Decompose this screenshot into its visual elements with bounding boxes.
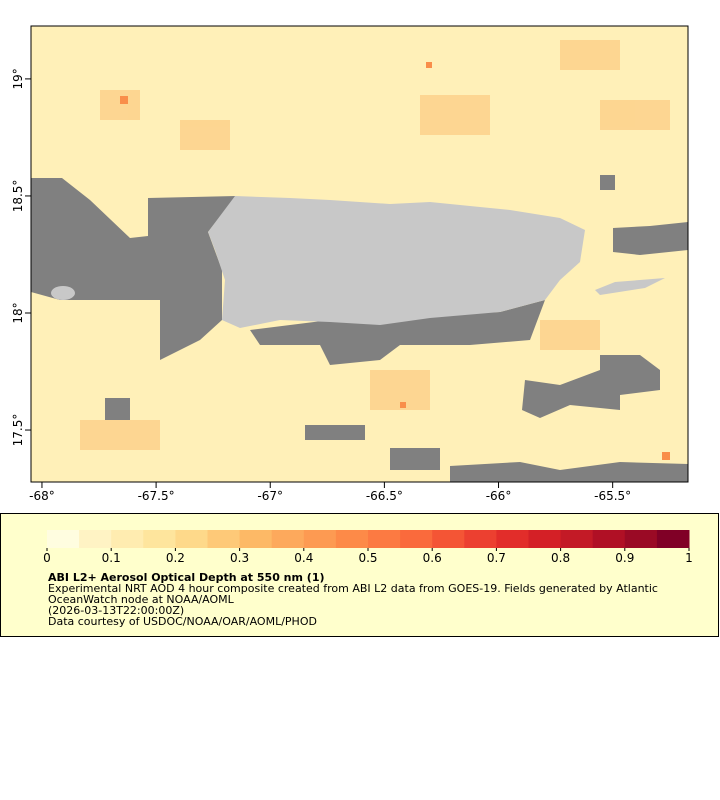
colorbar-tick-label: 0.5 xyxy=(358,551,377,565)
x-tick-label: -67.5° xyxy=(138,489,175,503)
y-tick-label: 18.5° xyxy=(11,180,25,213)
colorbar-swatch xyxy=(335,530,369,548)
caption-title: ABI L2+ Aerosol Optical Depth at 550 nm … xyxy=(48,571,325,584)
colorbar-tick-label: 0.9 xyxy=(615,551,634,565)
axes: -68° -67.5° -67° -66.5° -66° -65.5° 17.5° 18° 18… xyxy=(11,68,631,503)
colorbar-swatch xyxy=(560,530,594,548)
caption-line: OceanWatch node at NOAA/AOML xyxy=(48,593,235,606)
no-data-mask xyxy=(31,175,688,482)
caption-lines: Experimental NRT AOD 4 hour composite cr… xyxy=(48,582,658,628)
x-tick-label: -66.5° xyxy=(366,489,403,503)
colorbar-tick-label: 0.8 xyxy=(551,551,570,565)
colorbar-tick-label: 0.1 xyxy=(102,551,121,565)
colorbar-tick-label: 0 xyxy=(43,551,51,565)
colorbar: 0 0.1 0.2 0.3 0.4 0.5 0.6 0.7 0.8 0.9 1 xyxy=(43,530,693,565)
colorbar-swatch xyxy=(111,530,144,548)
x-tick-label: -65.5° xyxy=(594,489,631,503)
colorbar-tick-label: 1 xyxy=(685,551,693,565)
land xyxy=(51,196,665,328)
colorbar-swatch xyxy=(175,530,208,548)
map-frame xyxy=(30,25,689,483)
colorbar-swatch xyxy=(47,530,80,548)
x-tick-label: -67° xyxy=(257,489,283,503)
colorbar-swatch xyxy=(592,530,626,548)
x-tick-label: -66° xyxy=(486,489,512,503)
caption-line: (2026-03-13T22:00:00Z) xyxy=(48,604,184,617)
colorbar-swatch xyxy=(143,530,176,548)
colorbar-swatch xyxy=(303,530,337,548)
colorbar-tick-label: 0.2 xyxy=(166,551,185,565)
colorbar-tick-label: 0.6 xyxy=(423,551,442,565)
caption-line: Experimental NRT AOD 4 hour composite cr… xyxy=(48,582,658,595)
colorbar-swatch xyxy=(528,530,562,548)
colorbar-swatch xyxy=(368,530,401,548)
colorbar-swatch xyxy=(207,530,241,548)
colorbar-swatch xyxy=(496,530,529,548)
colorbar-swatch xyxy=(400,530,433,548)
x-tick-label: -68° xyxy=(29,489,55,503)
map-field xyxy=(31,26,688,482)
colorbar-swatch xyxy=(464,530,497,548)
colorbar-swatch xyxy=(432,530,465,548)
colorbar-tick-label: 0.4 xyxy=(294,551,313,565)
colorbar-swatch xyxy=(79,530,112,548)
y-tick-label: 18° xyxy=(11,302,25,323)
caption-line: Data courtesy of USDOC/NOAA/OAR/AOML/PHO… xyxy=(48,615,317,628)
colorbar-swatch xyxy=(271,530,305,548)
colorbar-swatch xyxy=(624,530,658,548)
y-tick-label: 19° xyxy=(11,68,25,89)
colorbar-swatch xyxy=(656,530,690,548)
y-tick-label: 17.5° xyxy=(11,414,25,447)
colorbar-tick-label: 0.3 xyxy=(230,551,249,565)
colorbar-swatch xyxy=(239,530,273,548)
colorbar-tick-label: 0.7 xyxy=(487,551,506,565)
